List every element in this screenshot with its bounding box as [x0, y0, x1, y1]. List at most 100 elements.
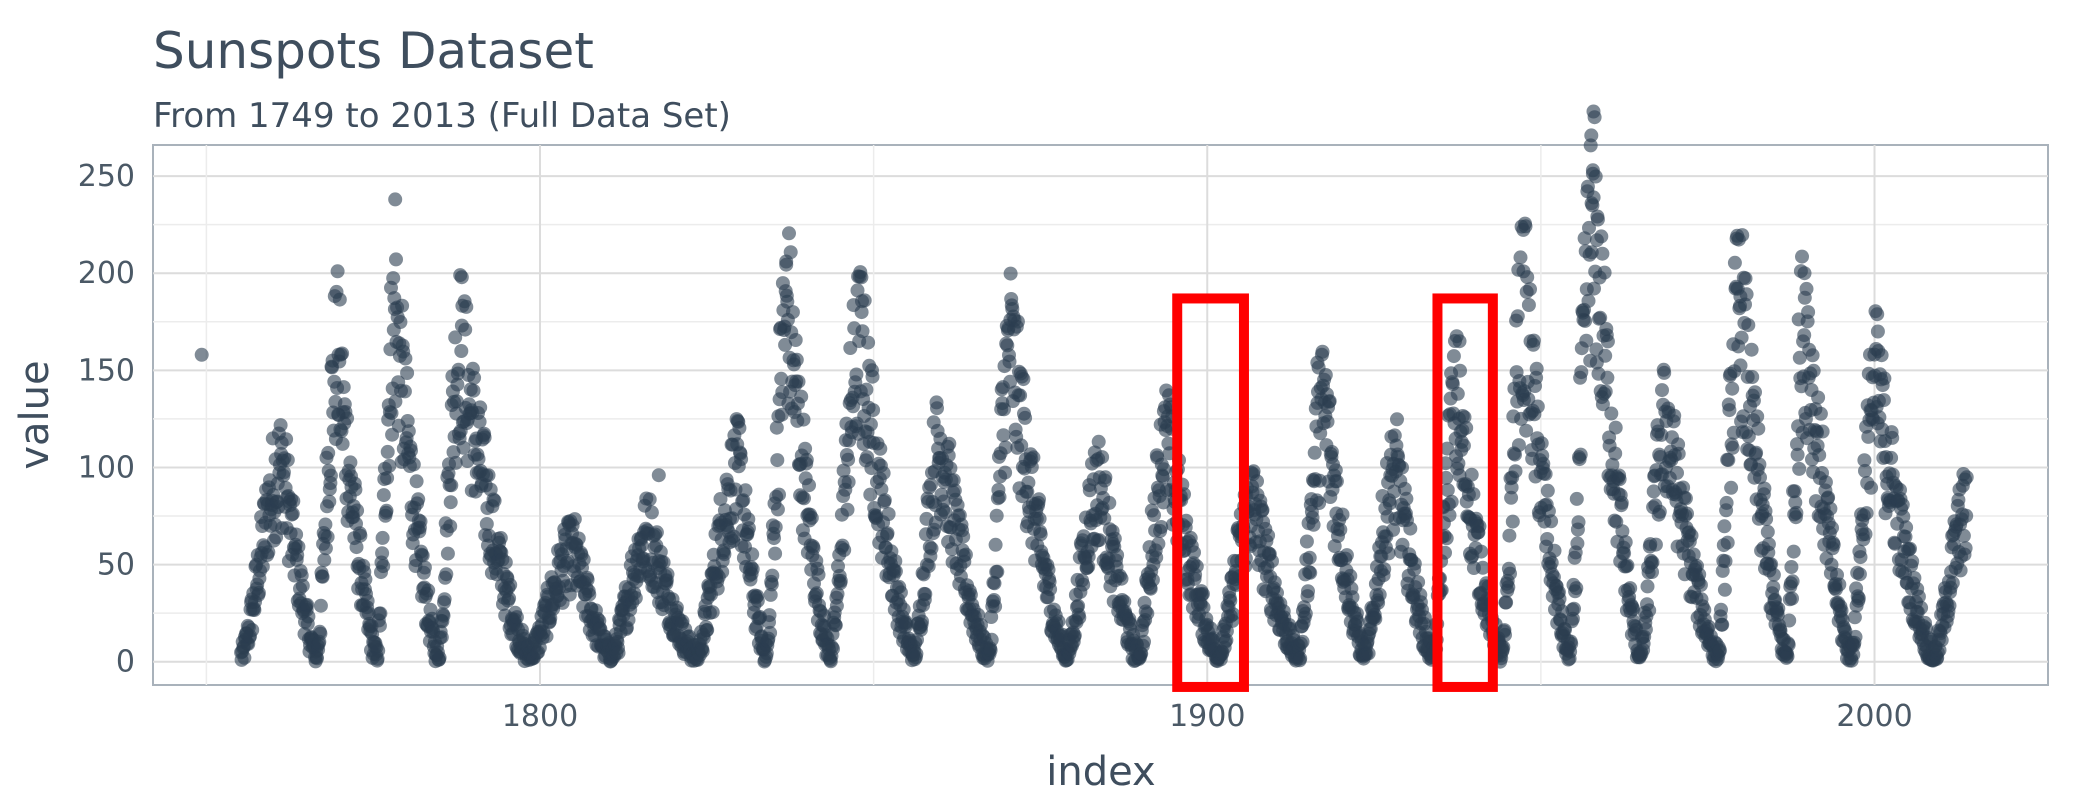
- data-point: [1072, 610, 1087, 625]
- data-point: [1712, 643, 1727, 658]
- data-point: [1513, 250, 1528, 265]
- data-point: [432, 650, 447, 665]
- data-point: [779, 254, 794, 269]
- data-point: [331, 347, 346, 362]
- data-point: [1727, 255, 1742, 270]
- data-point: [1604, 406, 1619, 421]
- data-point: [439, 567, 454, 582]
- data-point: [1003, 312, 1018, 327]
- data-point: [791, 374, 806, 389]
- data-point: [1569, 491, 1584, 506]
- data-point: [785, 305, 800, 320]
- data-point: [1149, 550, 1164, 565]
- data-point: [1544, 555, 1559, 570]
- data-point: [1574, 365, 1589, 380]
- data-point: [1306, 517, 1321, 532]
- data-point: [1764, 557, 1779, 572]
- data-point: [454, 344, 469, 358]
- data-point: [1859, 506, 1874, 521]
- data-point: [382, 458, 397, 473]
- data-point: [1114, 571, 1129, 586]
- data-point: [1759, 512, 1774, 526]
- data-point: [717, 547, 732, 562]
- data-point: [1538, 467, 1553, 481]
- data-point: [1655, 383, 1669, 398]
- data-point: [436, 608, 451, 623]
- data-point: [857, 293, 872, 308]
- data-point: [1504, 490, 1519, 505]
- data-point: [1590, 212, 1605, 227]
- data-point: [1013, 388, 1028, 403]
- data-point: [924, 541, 939, 556]
- data-point: [1615, 524, 1630, 539]
- data-point: [1255, 503, 1270, 517]
- data-point: [318, 517, 333, 532]
- data-point: [301, 609, 316, 624]
- data-point: [444, 478, 459, 493]
- data-point: [1657, 365, 1672, 380]
- data-point: [1328, 463, 1343, 478]
- data-point: [1003, 374, 1018, 389]
- data-point: [1530, 399, 1545, 414]
- data-point: [1417, 610, 1432, 625]
- data-point: [353, 528, 368, 543]
- data-point: [1157, 462, 1171, 477]
- data-point: [443, 495, 458, 510]
- data-point: [649, 525, 664, 540]
- data-point: [289, 527, 304, 542]
- data-point: [498, 555, 513, 570]
- data-point: [1821, 490, 1836, 505]
- data-point: [888, 554, 903, 569]
- data-point: [1521, 298, 1536, 312]
- data-point: [1503, 566, 1517, 581]
- data-point: [859, 382, 874, 397]
- chart-subtitle: From 1749 to 2013 (Full Data Set): [153, 96, 731, 136]
- data-point: [1223, 593, 1238, 608]
- data-point: [1640, 579, 1655, 594]
- data-point: [1787, 484, 1802, 499]
- data-point: [571, 531, 586, 546]
- data-point: [1585, 163, 1600, 178]
- data-point: [1733, 358, 1748, 373]
- data-point: [1795, 249, 1809, 264]
- data-point: [1600, 370, 1615, 385]
- y-tick-label: 0: [116, 645, 135, 680]
- data-point: [1748, 385, 1762, 400]
- data-point: [348, 482, 363, 497]
- data-point: [809, 586, 824, 601]
- data-point: [1872, 410, 1887, 425]
- data-point: [1196, 600, 1211, 615]
- data-point: [1678, 491, 1693, 506]
- data-point: [1815, 424, 1830, 439]
- data-point: [1450, 386, 1465, 401]
- data-point: [1411, 575, 1426, 590]
- data-point: [1002, 354, 1017, 369]
- data-point: [295, 578, 310, 593]
- data-point: [1646, 484, 1661, 499]
- y-tick-label: 250: [78, 159, 135, 194]
- data-point: [1381, 546, 1396, 561]
- data-point: [454, 270, 469, 285]
- data-point: [1784, 560, 1799, 574]
- data-point: [1386, 522, 1401, 537]
- data-point: [1870, 324, 1885, 339]
- data-point: [804, 510, 819, 525]
- data-point: [799, 452, 814, 467]
- data-point: [1911, 589, 1926, 604]
- data-point: [1179, 513, 1194, 528]
- data-point: [1797, 328, 1812, 343]
- data-point: [1597, 265, 1612, 280]
- data-point: [361, 606, 376, 621]
- data-point: [873, 441, 888, 456]
- data-point: [1749, 445, 1764, 460]
- data-point: [1896, 509, 1911, 524]
- data-point: [660, 567, 675, 582]
- data-point: [1092, 533, 1107, 548]
- data-point: [1026, 450, 1041, 465]
- data-point: [1885, 430, 1900, 445]
- data-point: [1608, 446, 1623, 461]
- data-point: [1780, 649, 1795, 664]
- data-point: [1612, 472, 1627, 487]
- data-point: [1567, 601, 1581, 616]
- data-point: [1797, 266, 1812, 281]
